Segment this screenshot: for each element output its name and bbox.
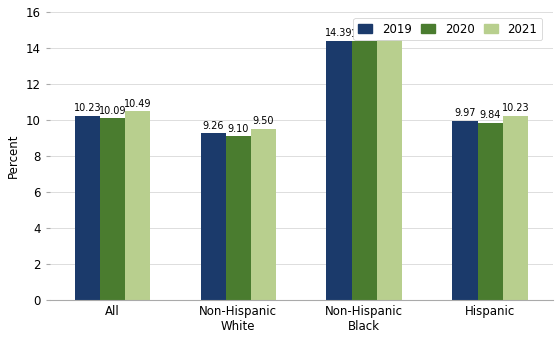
Bar: [377, 34, 402, 300]
Text: 14.39: 14.39: [325, 28, 353, 38]
Bar: [125, 111, 150, 300]
Bar: [226, 136, 251, 300]
Text: 9.50: 9.50: [253, 116, 274, 126]
Bar: [200, 133, 226, 300]
Text: 9.10: 9.10: [228, 123, 249, 134]
Text: 10.09: 10.09: [99, 106, 126, 116]
Bar: [452, 121, 478, 300]
Text: 10.49: 10.49: [124, 99, 151, 108]
Bar: [326, 41, 352, 300]
Text: 10.23: 10.23: [501, 103, 529, 113]
Legend: 2019, 2020, 2021: 2019, 2020, 2021: [353, 18, 542, 40]
Y-axis label: Percent: Percent: [7, 134, 20, 178]
Bar: [100, 118, 125, 300]
Bar: [74, 116, 100, 300]
Text: 10.23: 10.23: [73, 103, 101, 113]
Text: 14.36: 14.36: [351, 29, 378, 39]
Bar: [478, 123, 503, 300]
Text: 9.26: 9.26: [202, 121, 224, 131]
Text: 14.75: 14.75: [376, 22, 403, 32]
Bar: [352, 41, 377, 300]
Text: 9.97: 9.97: [454, 108, 475, 118]
Bar: [251, 129, 276, 300]
Text: 9.84: 9.84: [479, 110, 501, 120]
Bar: [503, 116, 528, 300]
